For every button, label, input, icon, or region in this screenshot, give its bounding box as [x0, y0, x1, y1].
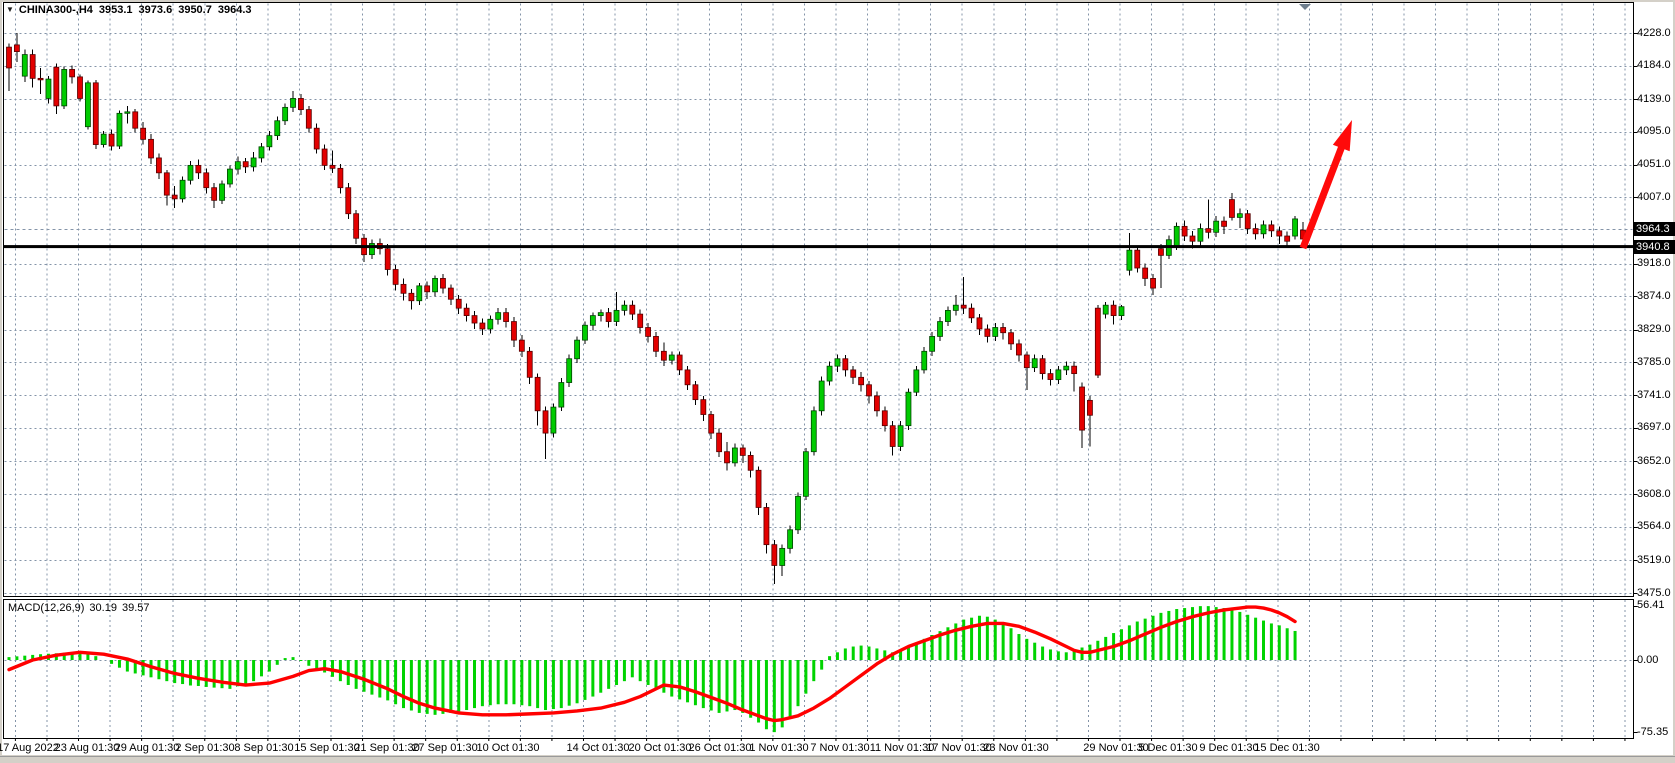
quote-low: 3950.7	[178, 4, 212, 16]
time-axis-label: 21 Sep 01:30	[354, 742, 420, 754]
quote-close: 3964.3	[217, 4, 252, 16]
price-axis-label: 4007.0	[1637, 190, 1671, 203]
price-axis-label: 3608.0	[1637, 487, 1671, 500]
time-axis-label: 23 Nov 01:30	[983, 742, 1049, 754]
macd-histogram	[7, 606, 1297, 733]
scroll-to-end-marker-icon	[1299, 4, 1311, 10]
bull-candles	[21, 54, 1298, 566]
macd-axis-label: 0.00	[1637, 653, 1659, 666]
symbol-period-label: CHINA300-,H4	[18, 4, 93, 16]
time-axis-label: 27 Sep 01:30	[412, 742, 478, 754]
time-axis-label: 14 Oct 01:30	[566, 742, 630, 754]
price-axis-label: 4228.0	[1637, 26, 1671, 39]
price-axis-label: 3874.0	[1637, 289, 1671, 302]
time-axis-label: 17 Aug 2022	[0, 742, 59, 754]
main-plot-area[interactable]	[3, 2, 1634, 597]
window-bottom-strip	[0, 756, 1675, 763]
horizontal-level-line[interactable]	[3, 245, 1634, 249]
macd-signal-value: 39.57	[121, 602, 150, 614]
time-axis-label: 11 Nov 01:30	[869, 742, 935, 754]
time-axis-label: 29 Nov 01:30	[1083, 742, 1149, 754]
price-axis-label: 3519.0	[1637, 553, 1671, 566]
time-axis-label: 9 Dec 01:30	[1199, 742, 1259, 754]
time-axis-label: 15 Sep 01:30	[294, 742, 360, 754]
time-axis-label: 20 Oct 01:30	[628, 742, 692, 754]
time-axis-label: 26 Oct 01:30	[688, 742, 752, 754]
macd-axis-label: 56.41	[1637, 599, 1665, 612]
bid-price-badge: 3964.3	[1633, 222, 1675, 237]
quote-high: 3973.6	[138, 4, 173, 16]
time-axis-label: 7 Nov 01:30	[810, 742, 870, 754]
time-axis-label: 10 Oct 01:30	[476, 742, 540, 754]
price-axis-label: 3741.0	[1637, 388, 1671, 401]
price-axis-label: 3652.0	[1637, 454, 1671, 467]
price-axis-label: 3829.0	[1637, 323, 1671, 336]
time-axis-label: 29 Aug 01:30	[114, 742, 180, 754]
time-axis-label: 1 Nov 01:30	[749, 742, 809, 754]
price-axis-label: 4184.0	[1637, 59, 1671, 72]
price-axis-label: 3564.0	[1637, 520, 1671, 533]
up-arrow-annotation[interactable]	[1299, 120, 1352, 250]
macd-signal-line	[7, 605, 1297, 723]
macd-axis-label: -75.35	[1637, 725, 1669, 738]
price-axis-label: 3918.0	[1637, 257, 1671, 270]
price-axis-label: 3785.0	[1637, 355, 1671, 368]
time-axis-label: 8 Sep 01:30	[234, 742, 294, 754]
symbol-dropdown-icon[interactable]: ▼	[6, 5, 14, 14]
time-axis-label: 5 Dec 01:30	[1138, 742, 1198, 754]
quote-open: 3953.1	[98, 4, 133, 16]
price-axis-label: 3697.0	[1637, 421, 1671, 434]
bear-candles	[6, 44, 1306, 566]
chart-header: ▼ CHINA300-,H4 3953.1 3973.6 3950.7 3964.3	[6, 4, 252, 16]
grid-lines	[4, 3, 1633, 737]
price-axis-label: 4051.0	[1637, 158, 1671, 171]
price-axis-label: 4139.0	[1637, 92, 1671, 105]
time-axis-label: 23 Aug 01:30	[54, 742, 120, 754]
time-axis-label: 15 Dec 01:30	[1254, 742, 1320, 754]
time-axis-label: 17 Nov 01:30	[926, 742, 992, 754]
time-axis-label: 2 Sep 01:30	[175, 742, 235, 754]
price-axis-label: 3475.0	[1637, 586, 1671, 599]
macd-name: MACD(12,26,9)	[8, 602, 85, 614]
price-axis-label: 4095.0	[1637, 125, 1671, 138]
macd-plot-area[interactable]	[3, 599, 1634, 739]
macd-indicator-label: MACD(12,26,9) 30.19 39.57	[8, 602, 149, 614]
macd-main-value: 30.19	[89, 602, 117, 614]
hline-price-badge: 3940.8	[1633, 239, 1675, 254]
